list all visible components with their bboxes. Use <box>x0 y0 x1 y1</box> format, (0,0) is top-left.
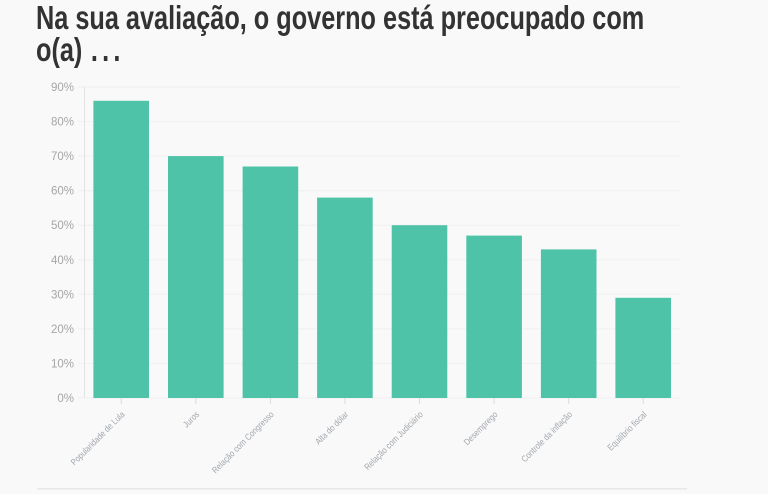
svg-text:30%: 30% <box>51 289 74 301</box>
svg-text:40%: 40% <box>51 255 74 267</box>
svg-text:20%: 20% <box>51 324 74 336</box>
svg-text:Popularidade de Lula: Popularidade de Lula <box>68 409 127 468</box>
svg-text:Relação com Congresso: Relação com Congresso <box>209 409 276 476</box>
svg-text:Relação com Judiciário: Relação com Judiciário <box>362 409 425 472</box>
svg-text:Juros: Juros <box>181 409 202 430</box>
svg-text:Desemprego: Desemprego <box>461 409 500 448</box>
svg-text:80%: 80% <box>51 117 74 129</box>
svg-text:0%: 0% <box>57 393 74 405</box>
svg-text:60%: 60% <box>51 186 74 198</box>
svg-text:70%: 70% <box>51 151 74 163</box>
svg-text:90%: 90% <box>51 82 74 94</box>
svg-text:Equilíbrio fiscal: Equilíbrio fiscal <box>605 409 649 453</box>
svg-text:10%: 10% <box>51 358 74 370</box>
svg-text:50%: 50% <box>51 220 74 232</box>
svg-text:Alta do dólar: Alta do dólar <box>313 409 351 447</box>
svg-text:Controle da inflação: Controle da inflação <box>519 409 575 465</box>
